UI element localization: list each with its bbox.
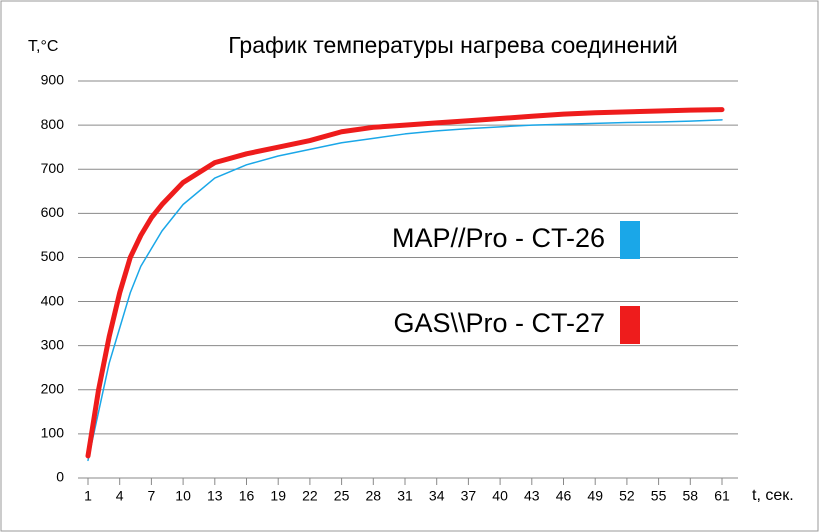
- x-tick-label: 31: [397, 488, 413, 504]
- y-tick-label: 0: [56, 469, 64, 485]
- x-tick-label: 43: [524, 488, 540, 504]
- x-tick-label: 4: [116, 488, 124, 504]
- y-tick-label: 900: [41, 72, 65, 88]
- x-tick-label: 37: [461, 488, 477, 504]
- y-tick-label: 500: [41, 248, 65, 264]
- y-tick-label: 800: [41, 116, 65, 132]
- x-tick-label: 40: [492, 488, 508, 504]
- legend-swatch: [620, 306, 640, 344]
- x-tick-label: 34: [429, 488, 445, 504]
- x-tick-label: 1: [84, 488, 92, 504]
- chart: График температуры нагрева соединений T,…: [0, 0, 819, 532]
- x-tick-label: 52: [619, 488, 635, 504]
- x-tick-label: 13: [207, 488, 223, 504]
- y-tick-label: 700: [41, 160, 65, 176]
- x-tick-label: 55: [651, 488, 667, 504]
- x-tick-label: 22: [302, 488, 318, 504]
- x-tick-label: 7: [148, 488, 156, 504]
- legend-label: MAP//Pro - CT-26: [392, 223, 605, 253]
- y-tick-label: 100: [41, 425, 65, 441]
- legend-label: GAS\\Pro - CT-27: [393, 308, 605, 338]
- legend-swatch: [620, 221, 640, 259]
- x-tick-label: 46: [556, 488, 572, 504]
- y-tick-label: 600: [41, 204, 65, 220]
- y-axis-label: T,°C: [28, 38, 58, 55]
- x-tick-label: 61: [714, 488, 730, 504]
- x-tick-label: 49: [587, 488, 603, 504]
- x-tick-label: 16: [239, 488, 255, 504]
- chart-title: График температуры нагрева соединений: [228, 32, 678, 58]
- y-tick-label: 400: [41, 292, 65, 308]
- y-tick-label: 300: [41, 336, 65, 352]
- x-axis-label: t, сек.: [752, 487, 794, 504]
- x-tick-label: 10: [175, 488, 191, 504]
- y-tick-label: 200: [41, 380, 65, 396]
- x-tick-label: 25: [334, 488, 350, 504]
- x-tick-label: 58: [683, 488, 699, 504]
- x-tick-label: 19: [270, 488, 286, 504]
- x-tick-label: 28: [366, 488, 382, 504]
- page: {"chart_data": {"type": "line", "title":…: [0, 0, 819, 532]
